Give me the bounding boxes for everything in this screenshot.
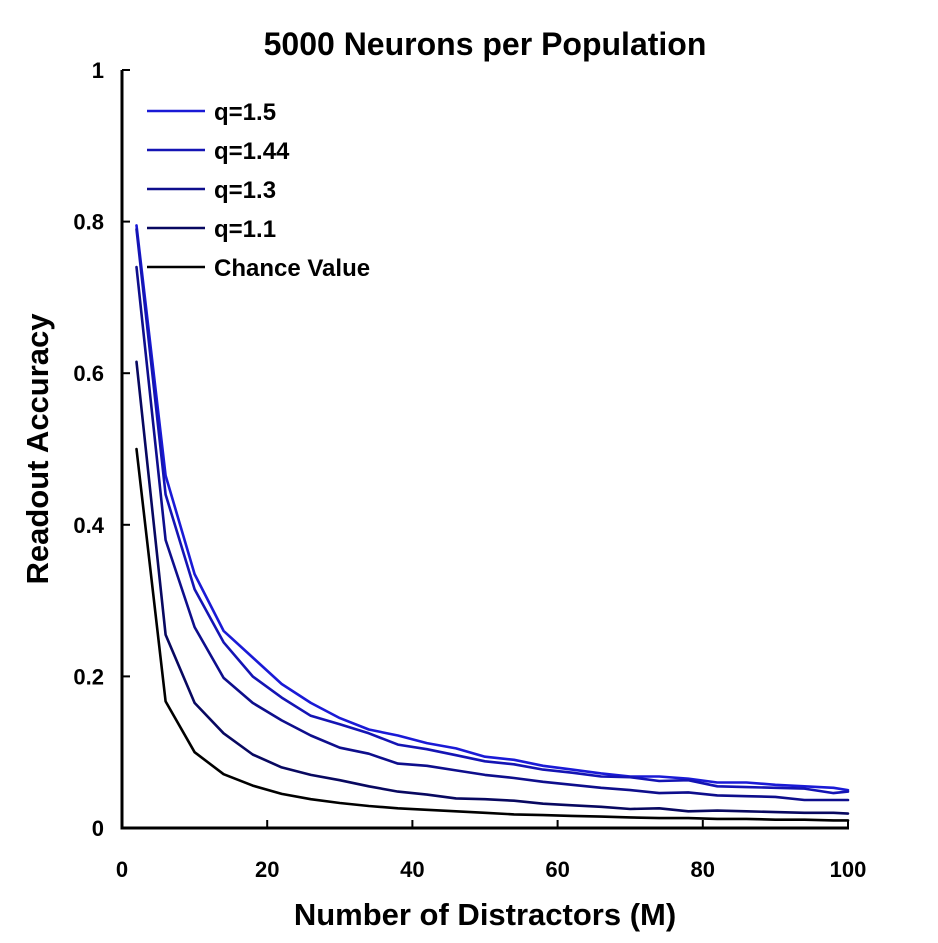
series-line-q-1-3 [135, 265, 850, 802]
y-tick-label: 1 [92, 58, 104, 83]
y-tick-label: 0.6 [73, 361, 104, 386]
legend-label: q=1.3 [214, 177, 276, 204]
series-line-q-1-5 [135, 224, 850, 792]
y-axis-label: Readout Accuracy [20, 313, 55, 585]
y-tick-label: 0.4 [73, 513, 104, 538]
x-axis-label: Number of Distractors (M) [294, 897, 676, 932]
x-tick-label: 40 [400, 857, 424, 882]
legend-label: q=1.1 [214, 216, 276, 243]
x-tick-label: 60 [545, 857, 569, 882]
y-tick-label: 0 [92, 816, 104, 841]
x-tick-label: 0 [116, 857, 128, 882]
series-lines [135, 224, 850, 822]
x-tick-label: 100 [830, 857, 867, 882]
series-line-q-1-44 [135, 227, 850, 795]
y-ticks: 0 0.2 0.4 0.6 0.8 1 [73, 58, 130, 841]
x-tick-label: 80 [691, 857, 715, 882]
y-tick-label: 0.8 [73, 210, 104, 235]
y-tick-label: 0.2 [73, 664, 104, 689]
legend-label: q=1.44 [214, 138, 290, 165]
series-line-q-1-1 [135, 360, 850, 815]
legend: q=1.5 q=1.44 q=1.3 q=1.1 Chance Value [147, 99, 370, 282]
legend-label: Chance Value [214, 255, 370, 282]
chart-title: 5000 Neurons per Population [264, 26, 707, 62]
x-tick-label: 20 [255, 857, 279, 882]
x-ticks: 0 20 40 60 80 100 [116, 820, 866, 882]
legend-label: q=1.5 [214, 99, 276, 126]
series-line-chance-value [135, 447, 850, 822]
